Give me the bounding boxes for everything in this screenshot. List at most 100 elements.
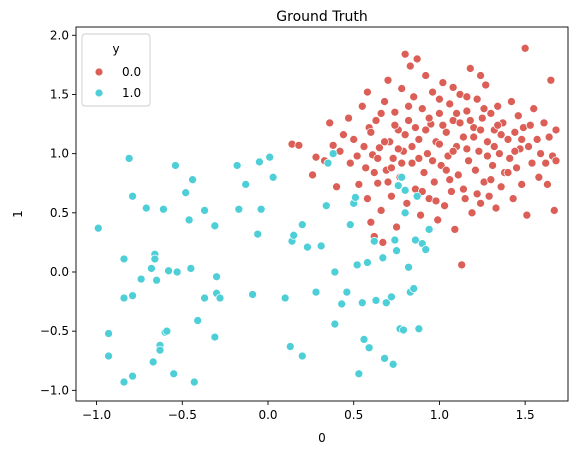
scatter-point-series-0 — [536, 149, 545, 158]
scatter-point-series-1 — [357, 298, 367, 308]
scatter-point-series-0 — [493, 120, 503, 130]
scatter-point-series-1 — [351, 193, 360, 202]
scatter-point-series-1 — [316, 241, 326, 251]
scatter-point-series-0 — [390, 120, 400, 130]
scatter-point-series-1 — [150, 254, 160, 264]
y-axis-label: 1 — [11, 210, 25, 218]
scatter-point-series-1 — [289, 230, 299, 240]
scatter-point-series-1 — [253, 229, 263, 239]
scatter-point-series-1 — [328, 149, 338, 158]
scatter-point-series-1 — [155, 345, 165, 355]
plot-points — [93, 43, 561, 387]
scatter-point-series-1 — [212, 272, 221, 282]
scatter-point-series-0 — [441, 127, 451, 137]
scatter-point-series-0 — [421, 125, 431, 135]
scatter-point-series-0 — [332, 182, 341, 192]
legend-marker-series-1 — [94, 88, 104, 98]
scatter-point-series-0 — [354, 180, 364, 189]
scatter-point-series-1 — [248, 290, 257, 299]
scatter-point-series-0 — [363, 194, 372, 203]
scatter-point-series-0 — [400, 130, 410, 140]
scatter-point-series-0 — [525, 120, 535, 130]
scatter-point-series-1 — [255, 157, 264, 167]
scatter-point-series-0 — [476, 198, 485, 208]
scatter-point-series-0 — [469, 132, 479, 142]
scatter-point-series-0 — [462, 92, 472, 102]
scatter-point-series-1 — [345, 220, 355, 230]
scatter-point-series-0 — [448, 146, 458, 156]
scatter-point-series-0 — [512, 163, 521, 173]
scatter-point-series-1 — [414, 324, 424, 334]
scatter-point-series-1 — [411, 235, 420, 245]
scatter-point-series-0 — [445, 99, 455, 109]
scatter-point-series-0 — [361, 163, 371, 173]
scatter-point-series-1 — [136, 274, 146, 284]
scatter-point-series-0 — [472, 94, 482, 104]
scatter-point-series-1 — [303, 242, 312, 252]
scatter-point-series-1 — [412, 191, 422, 201]
plot-frame — [75, 26, 569, 402]
scatter-point-series-1 — [369, 236, 379, 246]
scatter-point-series-0 — [417, 104, 427, 114]
scatter-point-series-0 — [402, 198, 412, 208]
scatter-point-series-0 — [431, 196, 441, 206]
scatter-point-series-0 — [503, 168, 513, 177]
scatter-point-series-1 — [169, 369, 179, 379]
y-tick-label: 1.0 — [50, 147, 69, 161]
scatter-point-series-1 — [397, 172, 407, 182]
scatter-point-series-0 — [428, 87, 437, 97]
y-tick-label: −1.0 — [40, 383, 69, 397]
scatter-point-series-0 — [471, 165, 480, 175]
scatter-point-series-1 — [215, 293, 225, 303]
scatter-point-series-0 — [359, 142, 369, 151]
scatter-point-series-1 — [184, 215, 194, 225]
scatter-point-series-1 — [404, 262, 413, 272]
scatter-point-series-1 — [297, 220, 307, 230]
scatter-point-series-0 — [551, 156, 561, 166]
scatter-point-series-1 — [392, 246, 401, 256]
scatter-point-series-1 — [128, 291, 137, 301]
scatter-point-series-0 — [428, 156, 437, 166]
scatter-point-series-0 — [546, 75, 556, 85]
scatter-point-series-1 — [337, 299, 347, 309]
scatter-point-series-0 — [387, 191, 396, 201]
scatter-point-series-0 — [328, 141, 338, 150]
scatter-point-series-0 — [352, 151, 362, 161]
scatter-point-series-0 — [438, 78, 448, 87]
scatter-point-series-1 — [200, 293, 209, 303]
scatter-point-series-0 — [484, 191, 494, 201]
scatter-point-series-0 — [366, 127, 376, 137]
scatter-point-series-0 — [390, 107, 400, 117]
scatter-point-series-0 — [465, 64, 475, 73]
scatter-point-series-0 — [311, 152, 321, 162]
scatter-point-series-1 — [424, 225, 434, 234]
scatter-point-series-1 — [119, 293, 129, 303]
scatter-point-series-1 — [159, 204, 168, 214]
scatter-point-series-1 — [381, 298, 391, 308]
scatter-point-series-0 — [345, 158, 355, 168]
scatter-point-series-0 — [520, 43, 530, 53]
x-tick-label: −1.0 — [82, 408, 111, 422]
y-tick-label: 0.5 — [50, 206, 69, 220]
scatter-point-series-0 — [541, 158, 551, 168]
scatter-point-series-0 — [510, 146, 520, 156]
scatter-point-series-1 — [210, 332, 220, 342]
legend-box — [81, 33, 151, 107]
scatter-point-series-1 — [380, 354, 389, 363]
scatter-point-series-1 — [171, 161, 180, 170]
scatter-point-series-1 — [188, 175, 197, 185]
scatter-point-series-0 — [496, 130, 506, 140]
scatter-point-series-1 — [172, 267, 182, 277]
x-axis-ticks: −1.0 −0.5 0.0 0.5 1.0 1.5 — [82, 401, 535, 422]
scatter-point-series-0 — [522, 210, 532, 220]
scatter-point-series-0 — [464, 156, 473, 166]
y-tick-label: −0.5 — [40, 324, 69, 338]
x-tick-label: −0.5 — [168, 408, 197, 422]
scatter-point-series-1 — [265, 152, 275, 162]
scatter-point-series-0 — [551, 125, 561, 135]
legend-label-series-0: 0.0 — [122, 65, 141, 79]
scatter-point-series-0 — [435, 109, 444, 118]
scatter-point-series-1 — [119, 377, 129, 387]
